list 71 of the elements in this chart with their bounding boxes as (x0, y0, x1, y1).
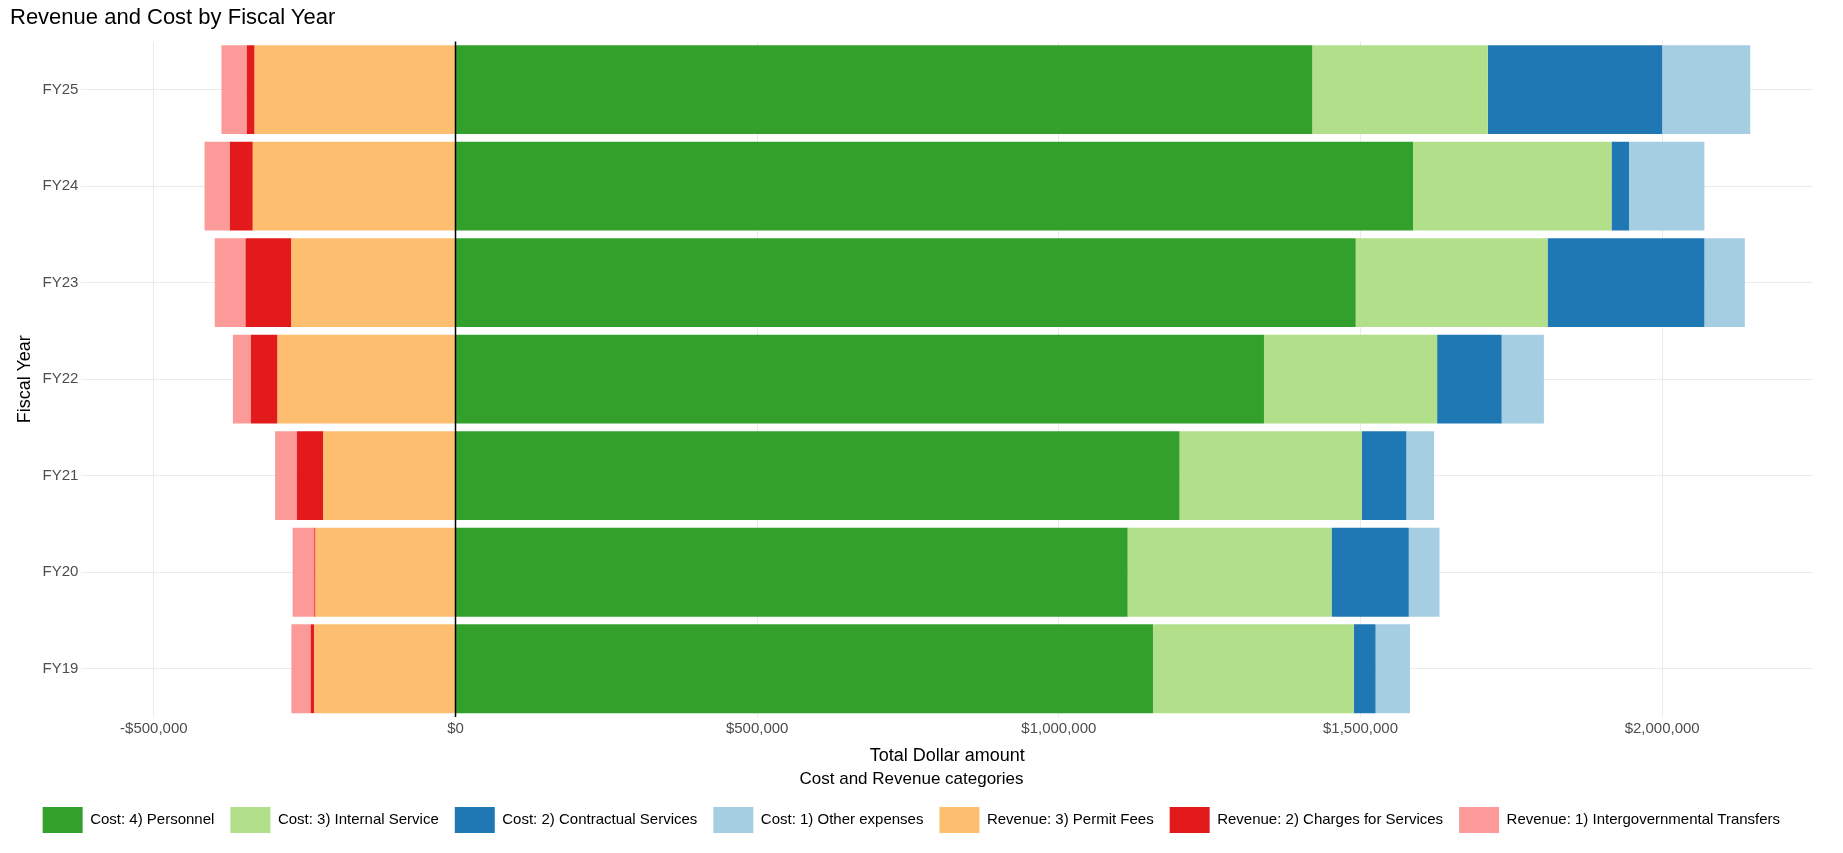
x-tick-label: $500,000 (725, 719, 789, 737)
bar (315, 527, 456, 617)
bar (214, 238, 246, 328)
bar (1375, 624, 1410, 714)
y-tick-label: FY24 (42, 176, 79, 194)
bar (1437, 334, 1502, 424)
bar (292, 527, 315, 617)
y-tick-label: FY21 (42, 465, 79, 483)
bar (456, 238, 1356, 328)
bar (1628, 141, 1705, 231)
y-tick-label: FY25 (42, 79, 79, 97)
bar (1487, 45, 1663, 135)
bar (254, 45, 456, 135)
bar (204, 141, 230, 231)
bar (252, 141, 456, 231)
bar (245, 238, 292, 328)
bar (275, 431, 297, 521)
bar (1611, 141, 1629, 231)
legend-label: Revenue: 1) Intergovernmental Transfers (1506, 810, 1781, 828)
x-tick-label: $1,000,000 (1021, 719, 1097, 737)
bar (1152, 624, 1354, 714)
bar (277, 334, 456, 424)
x-tick-label: $2,000,000 (1624, 719, 1700, 737)
y-tick-label: FY23 (42, 272, 79, 290)
bar (456, 45, 1313, 135)
bar (250, 334, 278, 424)
bar (246, 45, 255, 135)
bar (1179, 431, 1362, 521)
bar (1263, 334, 1438, 424)
legend-label: Cost: 3) Internal Service (277, 810, 439, 828)
legend-label: Cost: 1) Other expenses (760, 810, 924, 828)
bar (1501, 334, 1544, 424)
bar (1331, 527, 1409, 617)
y-tick-label: FY19 (42, 658, 79, 676)
legend-label: Revenue: 3) Permit Fees (986, 810, 1154, 828)
bar (1127, 527, 1332, 617)
bar (296, 431, 324, 521)
x-tick-label: $1,500,000 (1322, 719, 1399, 737)
bar (232, 334, 251, 424)
bar (1662, 45, 1751, 135)
bar (221, 45, 247, 135)
bar (1361, 431, 1407, 521)
bar (1353, 624, 1376, 714)
x-axis-title: Total Dollar amount (869, 744, 1025, 765)
bar (229, 141, 253, 231)
legend-title: Cost and Revenue categories (799, 768, 1024, 788)
bar (1312, 45, 1488, 135)
bar (1406, 431, 1435, 521)
x-tick-label: $0 (447, 719, 464, 737)
bar (456, 624, 1153, 714)
y-axis-title: Fiscal Year (13, 335, 34, 424)
bar (1408, 527, 1440, 617)
x-tick-label: -$500,000 (120, 719, 188, 737)
bar (456, 141, 1413, 231)
legend-label: Revenue: 2) Charges for Services (1217, 810, 1444, 828)
bar (1704, 238, 1745, 328)
bar (456, 527, 1128, 617)
bar (1355, 238, 1548, 328)
bar (314, 624, 456, 714)
y-tick-label: FY20 (42, 562, 79, 580)
chart-title: Revenue and Cost by Fiscal Year (10, 4, 336, 30)
legend-label: Cost: 2) Contractual Services (502, 810, 698, 828)
bar (291, 238, 456, 328)
y-tick-label: FY22 (42, 369, 79, 387)
bar (456, 431, 1180, 521)
bar (323, 431, 456, 521)
legend-label: Cost: 4) Personnel (90, 810, 215, 828)
bar (1547, 238, 1705, 328)
bar (291, 624, 311, 714)
bar (1412, 141, 1612, 231)
bar (456, 334, 1264, 424)
